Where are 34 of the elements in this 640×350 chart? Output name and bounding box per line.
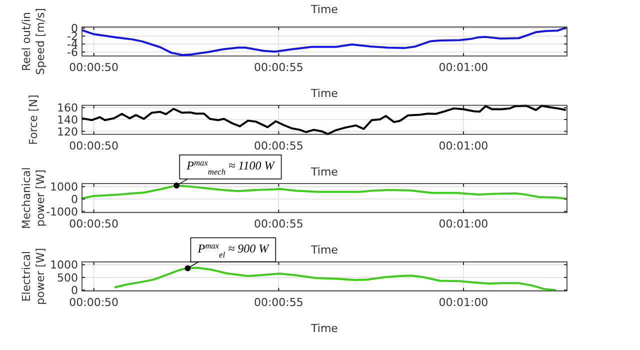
x-tick-label: 00:00:55 (254, 296, 304, 309)
x-tick-label: 00:00:50 (69, 139, 119, 152)
y-tick-label: 120 (57, 125, 78, 138)
x-axis-title: Time (310, 165, 338, 178)
x-tick-label: 00:00:50 (69, 296, 119, 309)
y-tick-label: 140 (57, 114, 78, 127)
y-axis-title: Reel out/in Speed [m/s] (20, 8, 47, 75)
y-tick-label: -1000 (46, 205, 78, 218)
x-tick-label: 00:00:55 (254, 139, 304, 152)
x-axis-title: Time (310, 322, 338, 335)
y-tick-label: 160 (57, 102, 78, 115)
x-tick-label: 00:01:00 (438, 61, 488, 74)
line-series (81, 104, 567, 136)
y-tick-label: 500 (57, 271, 78, 284)
y-axis-title: Mechanical power [W] (20, 167, 47, 230)
annotation: P$^{max}$$_{el}$ ≈ 900 W (196, 240, 270, 259)
line-series (81, 27, 567, 56)
y-tick-label: 0 (71, 284, 78, 298)
x-tick-label: 00:00:50 (69, 218, 119, 231)
chart-title: Time (310, 3, 338, 16)
annotation: P$^{max}$$_{mech}$ ≈ 1100 W (186, 158, 276, 176)
x-tick-label: 00:00:50 (69, 61, 119, 74)
y-tick-label: 1000 (50, 180, 78, 194)
x-tick-label: 00:00:55 (254, 61, 304, 74)
x-tick-label: 00:01:00 (438, 139, 488, 152)
x-tick-label: 00:00:55 (254, 218, 304, 231)
x-axis-title: Time (310, 244, 338, 257)
y-tick-label: 1000 (50, 258, 78, 272)
x-tick-label: 00:01:00 (438, 296, 488, 309)
y-axis-title: Force [N] (27, 94, 40, 145)
x-axis-title: Time (310, 87, 338, 100)
x-tick-label: 00:01:00 (438, 218, 488, 231)
y-axis-title: Electrical power [W] (20, 248, 47, 305)
y-tick-label: 0 (71, 193, 78, 206)
